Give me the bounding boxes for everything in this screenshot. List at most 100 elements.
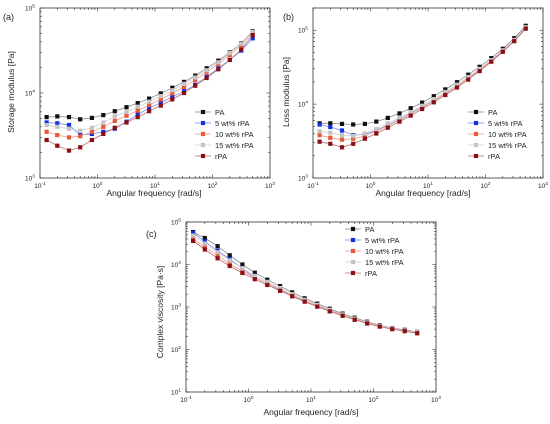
data-point xyxy=(317,139,322,144)
data-point xyxy=(250,36,255,41)
data-point xyxy=(327,309,332,314)
data-point xyxy=(374,129,379,134)
data-point xyxy=(135,115,140,120)
data-point xyxy=(443,87,448,92)
data-point xyxy=(239,47,244,52)
x-tick-label: 101 xyxy=(306,395,316,404)
legend-label: 10 wt% rPA xyxy=(215,130,254,139)
x-tick-label: 102 xyxy=(208,181,218,190)
data-point xyxy=(124,109,129,114)
data-point xyxy=(66,135,72,140)
data-point xyxy=(227,263,232,269)
data-point xyxy=(240,262,245,267)
data-point xyxy=(278,285,283,291)
data-point xyxy=(147,103,152,108)
data-point xyxy=(216,67,221,72)
y-tick-label: 103 xyxy=(171,303,181,312)
y-axis-label: Complex viscosity [Pa·s] xyxy=(155,266,165,359)
data-point xyxy=(252,270,257,275)
legend-marker xyxy=(350,237,356,243)
data-point xyxy=(89,125,94,130)
panel-label: (c) xyxy=(146,229,157,239)
plot-frame xyxy=(39,7,271,179)
legend-label: rPA xyxy=(365,269,377,278)
legend-marker xyxy=(473,120,479,126)
data-point xyxy=(44,115,49,120)
legend: PA 5 wt% rPA 10 wt% rPA 15 wt% rPA rPA xyxy=(468,108,527,161)
data-point xyxy=(240,270,245,276)
x-axis-label: Angular frequency [rad/s] xyxy=(107,188,202,198)
legend: PA 5 wt% rPA 10 wt% rPA 15 wt% rPA rPA xyxy=(345,225,404,278)
x-tick-label: 101 xyxy=(423,181,433,190)
legend-marker xyxy=(200,131,206,137)
legend-label: rPA xyxy=(215,152,227,161)
data-point xyxy=(454,85,460,90)
data-point xyxy=(158,91,163,96)
x-tick-label: 103 xyxy=(431,395,441,404)
y-tick-label: 102 xyxy=(171,345,181,354)
data-point xyxy=(443,92,448,98)
data-point xyxy=(158,103,163,108)
data-point xyxy=(339,121,345,126)
legend-marker xyxy=(350,226,356,232)
data-point xyxy=(351,122,356,127)
data-point xyxy=(512,39,517,44)
data-point xyxy=(66,122,72,128)
data-point xyxy=(124,105,129,110)
data-point xyxy=(265,279,270,284)
data-point xyxy=(397,111,402,116)
data-point xyxy=(339,145,345,150)
data-point xyxy=(265,277,270,282)
storage-modulus-chart: (a) Angular frequency [rad/s] Storage mo… xyxy=(3,4,275,199)
data-point xyxy=(202,239,207,244)
x-tick-label: 10-1 xyxy=(307,181,319,190)
data-point xyxy=(489,59,494,64)
y-tick-label: 105 xyxy=(171,218,181,227)
data-point xyxy=(89,115,94,120)
data-point xyxy=(477,69,482,74)
data-point xyxy=(193,83,198,88)
data-point xyxy=(101,120,106,125)
x-tick-label: 100 xyxy=(93,181,103,190)
data-point xyxy=(202,247,207,252)
data-point xyxy=(365,321,370,326)
legend-marker xyxy=(473,109,479,115)
data-point xyxy=(397,119,402,124)
data-point xyxy=(101,124,106,129)
data-point xyxy=(420,100,425,105)
panel-label: (b) xyxy=(283,12,294,22)
data-point xyxy=(278,288,283,293)
data-point xyxy=(477,64,482,69)
legend-marker xyxy=(200,142,206,148)
data-point xyxy=(124,113,129,118)
data-point xyxy=(124,120,129,125)
data-point xyxy=(55,121,60,126)
x-tick-label: 102 xyxy=(369,395,379,404)
data-point xyxy=(362,121,367,126)
data-point xyxy=(191,230,196,236)
legend: PA 5 wt% rPA 10 wt% rPA 15 wt% rPA rPA xyxy=(195,108,254,161)
data-point xyxy=(216,60,221,65)
x-tick-label: 103 xyxy=(265,181,275,190)
x-tick-label: 100 xyxy=(366,181,376,190)
data-point xyxy=(351,133,356,139)
data-point xyxy=(477,66,482,71)
data-point xyxy=(362,136,367,141)
data-point xyxy=(101,131,106,136)
data-point xyxy=(252,277,257,282)
data-point xyxy=(158,100,163,105)
data-point xyxy=(170,91,175,96)
data-point xyxy=(408,106,413,111)
data-point xyxy=(265,282,270,288)
legend-label: 5 wt% rPA xyxy=(365,236,399,245)
legend-label: 10 wt% rPA xyxy=(488,130,527,139)
data-point xyxy=(252,273,257,278)
y-tick-label: 105 xyxy=(298,26,308,35)
data-point xyxy=(147,109,152,114)
data-point xyxy=(351,136,356,141)
data-point xyxy=(55,133,60,138)
data-point xyxy=(215,250,220,255)
data-point xyxy=(454,80,460,85)
data-point xyxy=(202,244,207,249)
